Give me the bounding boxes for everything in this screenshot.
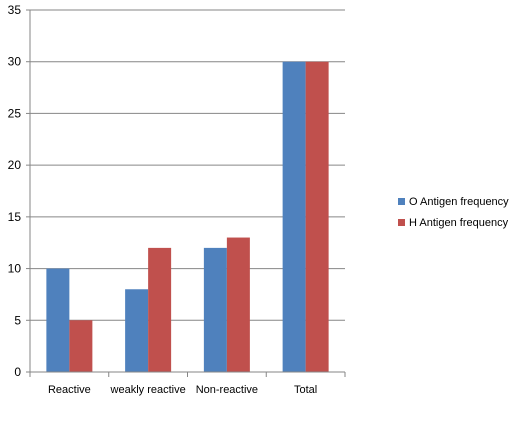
y-tick-label: 15 <box>8 210 22 224</box>
bar-h-antigen <box>69 320 93 372</box>
bars <box>46 61 329 372</box>
legend-label: H Antigen frequency <box>409 217 509 229</box>
axis-labels: 0 5 10 15 20 25 30 35 Reactive weakly reactive Non… <box>8 3 318 396</box>
x-category-label: Total <box>294 384 317 396</box>
y-tick-label: 30 <box>8 55 22 69</box>
y-tick-label: 20 <box>8 158 22 172</box>
y-tick-label: 25 <box>8 106 22 120</box>
bar-h-antigen <box>305 61 329 372</box>
gridlines <box>30 9 345 321</box>
y-tick-label: 0 <box>14 365 21 379</box>
x-category-label: Reactive <box>48 384 91 396</box>
legend-swatch <box>398 198 405 205</box>
legend: O Antigen frequency H Antigen frequency <box>398 196 509 229</box>
legend-swatch <box>398 219 405 226</box>
bar-h-antigen <box>148 247 172 372</box>
y-tick-label: 10 <box>8 262 22 276</box>
bar-o-antigen <box>46 268 70 372</box>
legend-label: O Antigen frequency <box>409 196 509 208</box>
x-category-label: weakly reactive <box>110 384 186 396</box>
bar-o-antigen <box>125 289 149 372</box>
bar-h-antigen <box>226 237 250 372</box>
bar-o-antigen <box>203 247 227 372</box>
x-category-label: Non-reactive <box>196 384 258 396</box>
bar-o-antigen <box>282 61 306 372</box>
axes <box>26 9 346 377</box>
y-tick-label: 5 <box>14 313 21 327</box>
y-tick-label: 35 <box>8 3 22 17</box>
